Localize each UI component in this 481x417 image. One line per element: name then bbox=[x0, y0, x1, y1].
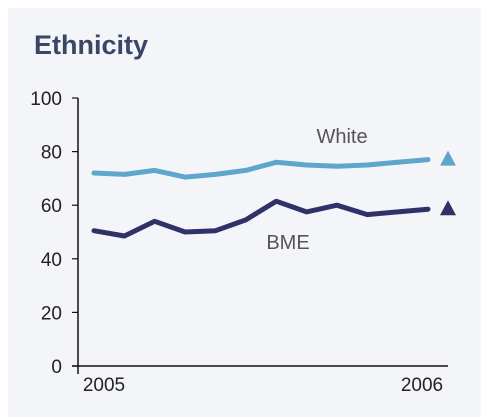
y-tick-label: 0 bbox=[51, 357, 62, 378]
x-tick-label: 2005 bbox=[83, 375, 125, 396]
series-end-marker-bme bbox=[440, 200, 456, 216]
y-tick-label: 80 bbox=[41, 143, 62, 164]
y-tick-label: 100 bbox=[30, 89, 62, 110]
series-label-white: White bbox=[316, 126, 367, 148]
series-line-white bbox=[91, 157, 431, 180]
series-line-bme bbox=[91, 198, 431, 239]
chart-title: Ethnicity bbox=[34, 30, 149, 60]
y-tick-label: 60 bbox=[41, 196, 62, 217]
x-tick-label: 2006 bbox=[401, 375, 443, 396]
y-tick-label: 40 bbox=[41, 250, 62, 271]
y-tick-label: 20 bbox=[41, 303, 62, 324]
series-end-marker-white bbox=[440, 150, 456, 166]
series-label-bme: BME bbox=[266, 232, 309, 254]
